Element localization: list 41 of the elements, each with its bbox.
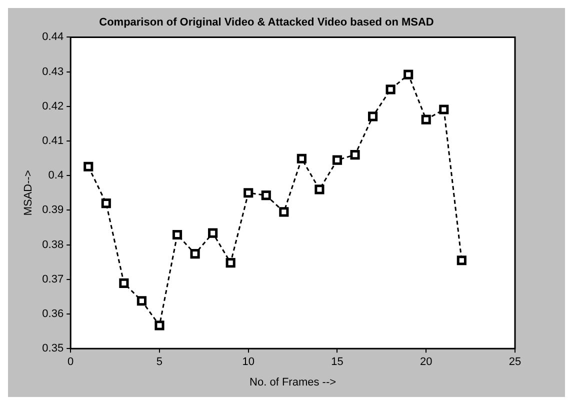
point: [386, 84, 396, 94]
x-axis-title: No. of Frames -->: [250, 376, 336, 388]
point: [332, 155, 342, 165]
point: [296, 154, 306, 164]
y-tick-label: 0.35: [42, 342, 64, 355]
point: [226, 258, 236, 268]
point: [136, 296, 146, 306]
point: [456, 256, 466, 266]
x-tick-label: 5: [156, 356, 163, 368]
y-tick-label: 0.43: [42, 66, 64, 78]
y-tick-label: 0.36: [42, 308, 64, 320]
point: [350, 150, 360, 160]
point: [421, 114, 431, 124]
y-tick-label: 0.39: [42, 204, 64, 216]
y-tick-label: 0.42: [42, 100, 64, 112]
point: [119, 278, 129, 288]
point: [279, 207, 289, 217]
point: [208, 228, 218, 238]
point: [244, 188, 254, 198]
y-tick-label: 0.4: [48, 170, 64, 182]
point: [404, 70, 414, 80]
point: [84, 162, 94, 172]
x-tick-label: 15: [331, 356, 344, 368]
point: [172, 230, 182, 240]
point: [190, 249, 200, 259]
chart-title: Comparison of Original Video & Attacked Video based on MSAD: [99, 16, 434, 29]
point: [261, 190, 271, 200]
y-tick-label: 0.44: [42, 31, 64, 44]
y-axis-title: MSAD-->: [22, 170, 35, 216]
x-tick-label: 10: [242, 356, 254, 368]
y-tick-label: 0.38: [42, 238, 64, 251]
x-tick-label: 0: [68, 356, 74, 368]
point: [101, 198, 111, 208]
point: [314, 184, 324, 194]
point: [368, 112, 378, 122]
point: [439, 104, 449, 114]
point: [154, 320, 164, 330]
x-tick-label: 25: [508, 356, 522, 368]
y-tick-label: 0.41: [42, 135, 64, 148]
x-tick-label: 20: [420, 356, 432, 368]
y-tick-label: 0.37: [42, 273, 64, 286]
